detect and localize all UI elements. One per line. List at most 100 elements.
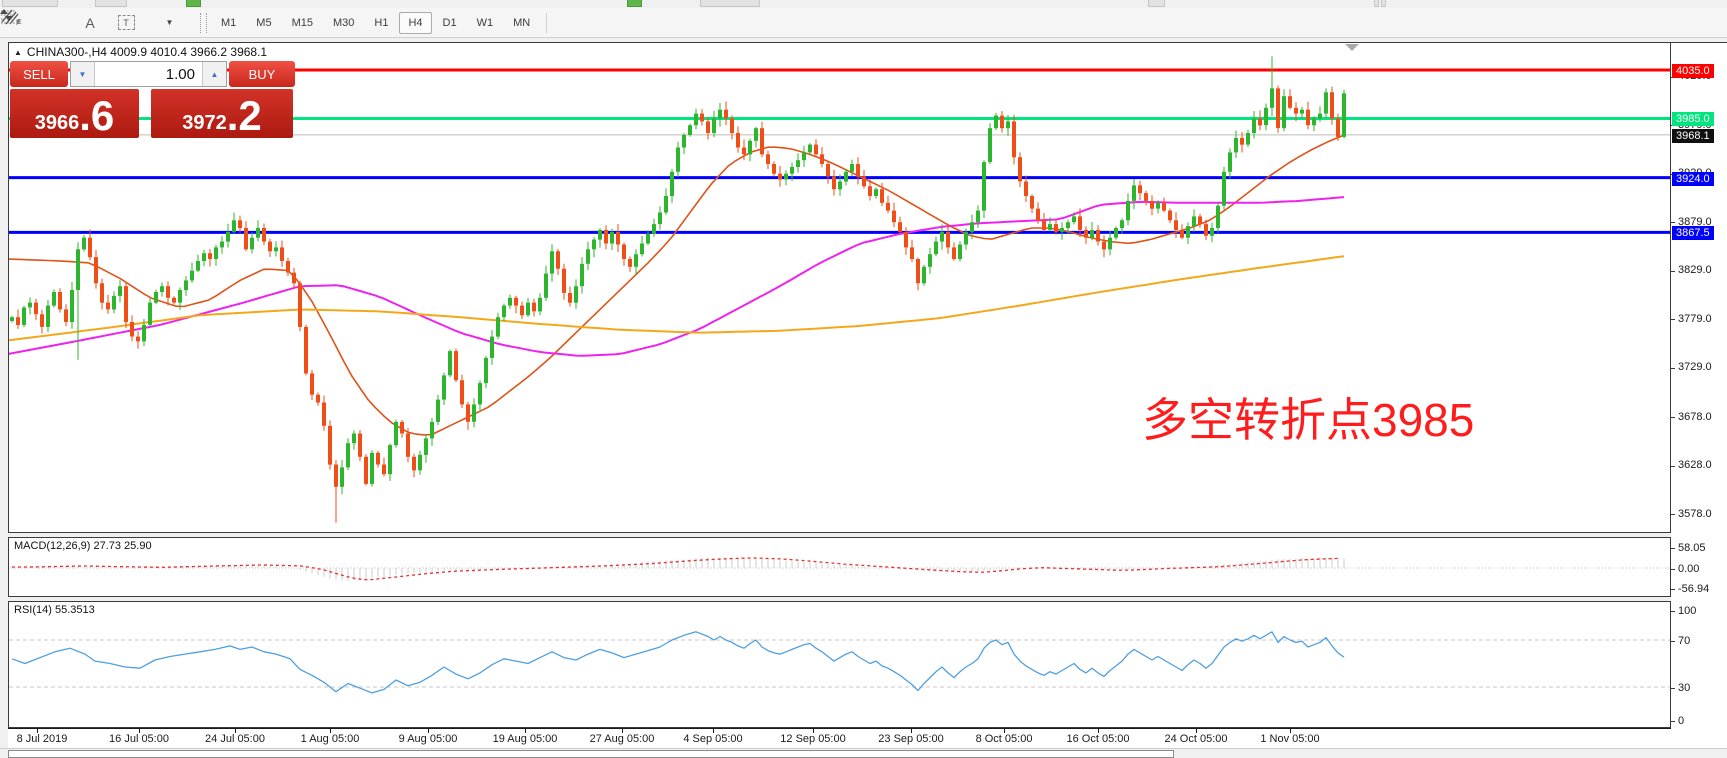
time-tick-label: 1 Nov 05:00 <box>1260 733 1320 745</box>
price-tick-label: 3829.0 <box>1678 264 1712 277</box>
time-tick-mark <box>37 729 38 733</box>
time-tick-mark <box>813 729 814 733</box>
axis-tick-mark <box>1671 270 1675 272</box>
price-tick-label: 3779.0 <box>1678 312 1712 325</box>
sell-price-fraction: .6 <box>79 92 115 139</box>
time-tick-label: 24 Oct 05:00 <box>1164 733 1228 745</box>
axis-tick-mark <box>1671 465 1675 467</box>
remnant-icon <box>1148 0 1165 7</box>
macd-chart <box>9 557 1670 581</box>
timeframe-button-H4[interactable]: H4 <box>399 11 432 34</box>
price-level-label: 3924.0 <box>1672 171 1714 186</box>
sell-button[interactable]: SELL <box>10 61 68 87</box>
remnant-icon <box>95 0 127 7</box>
price-tick-label: 3729.0 <box>1678 361 1712 374</box>
volume-increase-button[interactable]: ▲ <box>202 62 226 86</box>
macd-label: MACD(12,26,9) 27.73 25.90 <box>14 540 152 552</box>
panel-separator[interactable] <box>8 597 1671 601</box>
timeframe-button-M5[interactable]: M5 <box>256 16 272 29</box>
remnant-icon <box>700 0 760 7</box>
axis-tick-mark <box>1671 514 1675 515</box>
one-click-trading-widget: SELL ▼ 1.00 ▲ BUY 3966 .6 3972 .2 <box>10 61 295 138</box>
price-level-label: 3985.0 <box>1672 112 1714 127</box>
indicator-tick-label: 58.05 <box>1678 541 1706 554</box>
axis-tick-mark <box>1671 417 1675 419</box>
chevron-down-icon: ▼ <box>165 18 174 27</box>
timeframe-group: M1 M5 M15 M30 H1 H4 D1 W1 MN <box>211 11 540 34</box>
axis-tick-mark <box>1671 569 1675 570</box>
price-tick-label: 3879.0 <box>1678 215 1712 228</box>
sell-price-display[interactable]: 3966 .6 <box>10 89 139 138</box>
time-tick-label: 16 Jul 05:00 <box>109 733 169 745</box>
volume-spinner: ▼ 1.00 ▲ <box>70 61 227 87</box>
time-tick-mark <box>1004 729 1005 733</box>
time-tick-label: 24 Jul 05:00 <box>205 733 265 745</box>
rsi-chart <box>9 631 1670 694</box>
time-tick-mark <box>1196 729 1197 733</box>
volume-value[interactable]: 1.00 <box>165 65 195 83</box>
timeframe-button-M1[interactable]: M1 <box>221 16 237 29</box>
price-tick-label: 3678.0 <box>1678 410 1712 423</box>
timeframe-button-D1[interactable]: D1 <box>442 16 457 29</box>
remnant-icon <box>1381 0 1386 7</box>
fibonacci-retracement-icon[interactable]: F <box>1 10 70 35</box>
rsi-panel[interactable] <box>8 601 1671 728</box>
chart-title: ▲ CHINA300-,H4 4009.9 4010.4 3966.2 3968… <box>14 45 267 59</box>
macd-panel[interactable] <box>8 537 1671 597</box>
remnant-icon <box>2 0 58 7</box>
axis-tick-mark <box>1671 548 1675 549</box>
toolbar-drag-handle[interactable] <box>200 12 207 33</box>
time-tick-label: 1 Aug 05:00 <box>300 733 360 745</box>
time-tick-label: 23 Sep 05:00 <box>878 733 944 745</box>
time-tick-mark <box>1098 729 1099 733</box>
timeframe-button-W1[interactable]: W1 <box>476 16 494 29</box>
timeframe-button-H1[interactable]: H1 <box>374 16 389 29</box>
price-level-label: 4035.0 <box>1672 64 1714 78</box>
top-toolbar-remnants <box>0 0 1727 8</box>
sell-price-main: 3966 <box>34 112 80 134</box>
remnant-icon <box>627 0 642 7</box>
price-tick-label: 3578.0 <box>1678 507 1712 520</box>
indicator-tick-label: 0.00 <box>1678 562 1700 575</box>
time-tick-mark <box>428 729 429 733</box>
collapse-arrow-icon[interactable]: ▲ <box>14 47 22 57</box>
price-tick-label: 3628.0 <box>1678 459 1712 472</box>
time-tick-label: 8 Jul 2019 <box>16 733 68 745</box>
buy-price-display[interactable]: 3972 .2 <box>151 89 293 138</box>
volume-decrease-button[interactable]: ▼ <box>71 62 95 86</box>
buy-price-fraction: .2 <box>226 92 262 139</box>
timeframe-button-MN[interactable]: MN <box>513 16 531 29</box>
axis-tick-mark <box>1671 611 1675 612</box>
symbol-ohlc-text: CHINA300-,H4 4009.9 4010.4 3966.2 3968.1 <box>26 45 268 59</box>
remnant-icon <box>186 0 201 7</box>
svg-text:E: E <box>17 19 22 25</box>
rsi-label: RSI(14) 55.3513 <box>14 604 95 616</box>
time-tick-mark <box>139 729 140 733</box>
time-tick-mark <box>622 729 623 733</box>
panel-separator[interactable] <box>8 533 1671 537</box>
time-tick-label: 27 Aug 05:00 <box>589 733 655 745</box>
price-level-label: 3867.5 <box>1672 226 1714 241</box>
indicator-tick-label: 100 <box>1678 604 1697 617</box>
axis-tick-mark <box>1671 319 1675 321</box>
time-tick-label: 19 Aug 05:00 <box>492 733 558 745</box>
axis-tick-mark <box>1671 589 1675 590</box>
text-box-icon[interactable]: T <box>110 10 142 35</box>
toolbar-separator <box>546 12 548 33</box>
remnant-icon <box>1374 0 1379 7</box>
indicator-tick-label: 0 <box>1678 714 1685 727</box>
indicator-tick-label: 70 <box>1678 634 1691 647</box>
buy-button[interactable]: BUY <box>229 61 295 87</box>
time-tick-mark <box>235 729 236 733</box>
time-axis[interactable]: 8 Jul 2019 16 Jul 05:00 24 Jul 05:00 1 Aug … <box>8 728 1671 748</box>
timeframe-button-M30[interactable]: M30 <box>332 16 355 29</box>
cursor-tools-icon[interactable]: ▼ <box>0 9 190 35</box>
svg-text:多空转折点3985: 多空转折点3985 <box>1142 394 1474 446</box>
time-tick-label: 12 Sep 05:00 <box>780 733 846 745</box>
timeframe-button-M15[interactable]: M15 <box>291 16 313 29</box>
text-label-icon[interactable]: A <box>85 14 95 31</box>
time-tick-mark <box>911 729 912 733</box>
time-tick-label: 8 Oct 05:00 <box>975 733 1033 745</box>
candlestick-chart: 多空转折点3985 <box>9 44 1670 523</box>
price-axis[interactable]: 3578.0 3628.0 3678.0 3729.0 3779.0 3829.0 3879… <box>1671 42 1727 748</box>
